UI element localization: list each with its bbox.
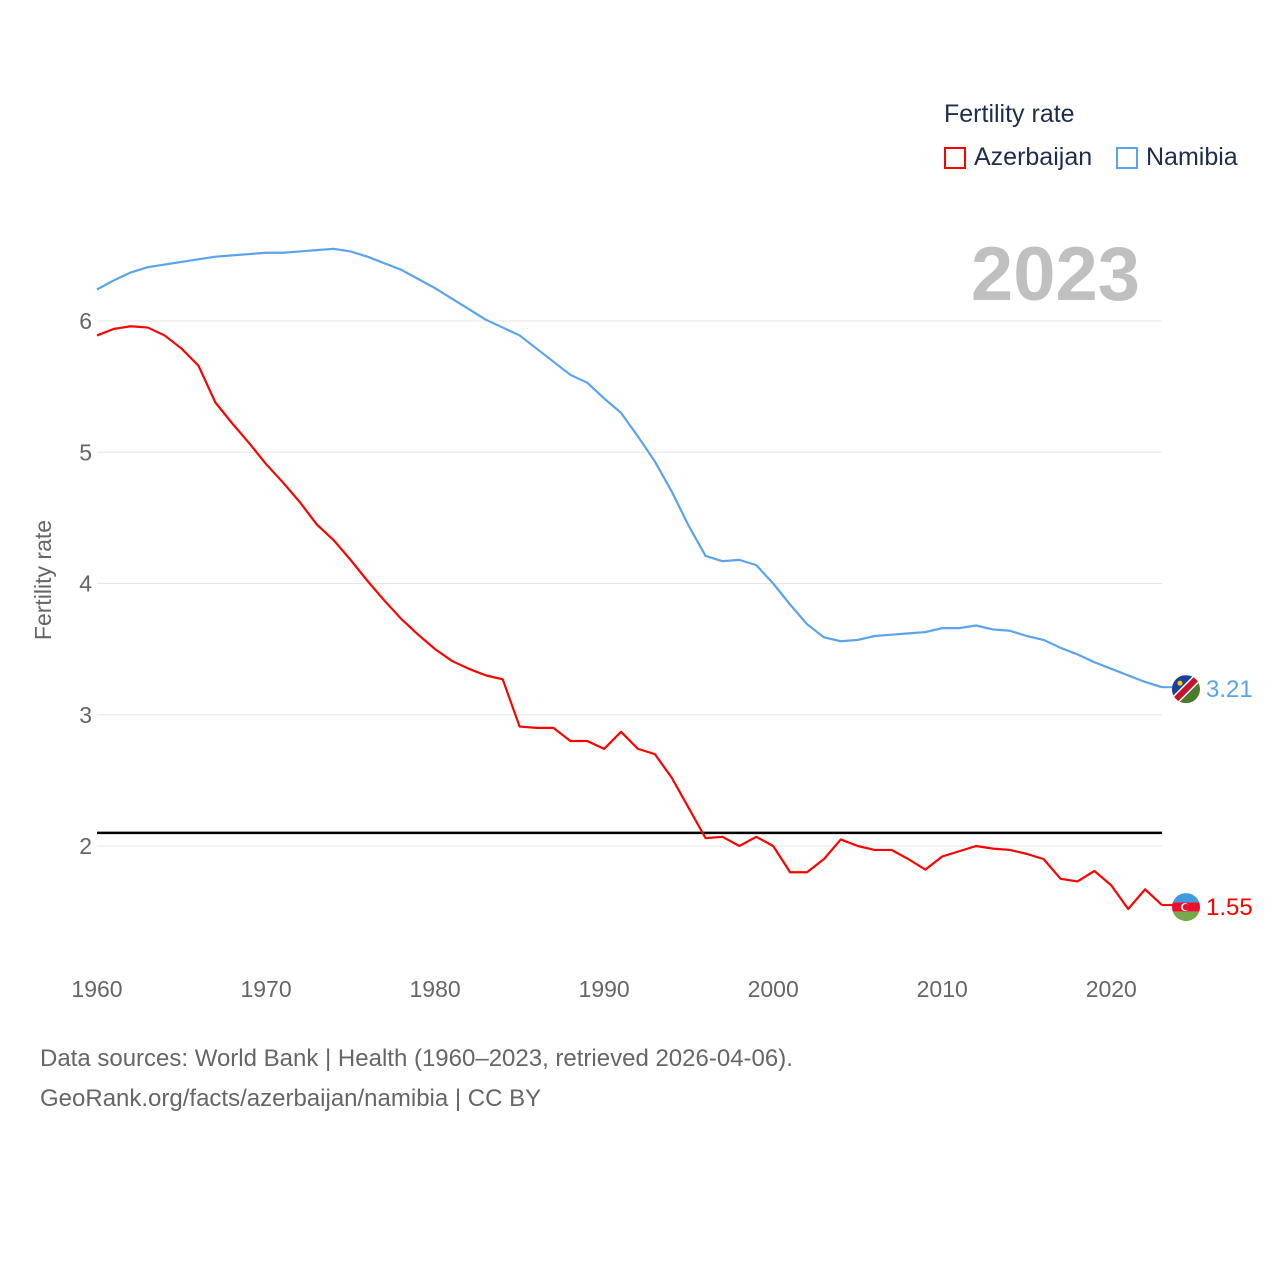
series-line-namibia [96, 247, 1163, 689]
y-axis-label: Fertility rate [30, 520, 56, 640]
end-value-label: 1.55 [1206, 894, 1253, 921]
legend-item-namibia[interactable]: Namibia [1116, 143, 1238, 172]
flag-body [1172, 675, 1200, 704]
x-tick-label: 1990 [579, 976, 630, 1002]
x-tick-label: 1960 [71, 976, 122, 1002]
series-line-azerbaijan [96, 325, 1163, 911]
x-tick-label: 2010 [917, 976, 968, 1002]
flag-stripe [1172, 911, 1200, 922]
flag-azerbaijan-icon [1172, 893, 1200, 922]
legend-swatch-azerbaijan [944, 146, 966, 169]
attribution-link[interactable]: GeoRank.org/facts/azerbaijan/namibia | C… [40, 1085, 542, 1112]
source-line: Data sources: World Bank | Health (1960–… [40, 1045, 793, 1072]
end-value-label: 3.21 [1206, 676, 1253, 703]
flag-body [1172, 893, 1200, 922]
year-label: 2023 [971, 232, 1140, 317]
flag-sun [1177, 680, 1183, 686]
y-tick-label: 5 [79, 439, 92, 465]
y-tick-label: 2 [79, 833, 92, 859]
x-tick-label: 2020 [1086, 976, 1137, 1002]
flag-crescent-cut [1182, 903, 1190, 911]
flag-stripe [1172, 893, 1200, 903]
legend-label: Namibia [1146, 143, 1238, 171]
legend-title: Fertility rate [944, 100, 1075, 128]
legend-item-azerbaijan[interactable]: Azerbaijan [944, 143, 1092, 172]
legend-swatch-namibia [1116, 146, 1138, 169]
x-tick-label: 1980 [410, 976, 461, 1002]
flag-band-red [1172, 675, 1200, 704]
y-tick-label: 4 [79, 571, 92, 597]
flag-namibia-icon [1172, 675, 1200, 704]
y-tick-label: 3 [79, 702, 92, 728]
x-tick-label: 2000 [748, 976, 799, 1002]
legend-label: Azerbaijan [974, 143, 1093, 171]
x-tick-label: 1970 [240, 976, 291, 1002]
y-tick-label: 6 [79, 308, 92, 334]
